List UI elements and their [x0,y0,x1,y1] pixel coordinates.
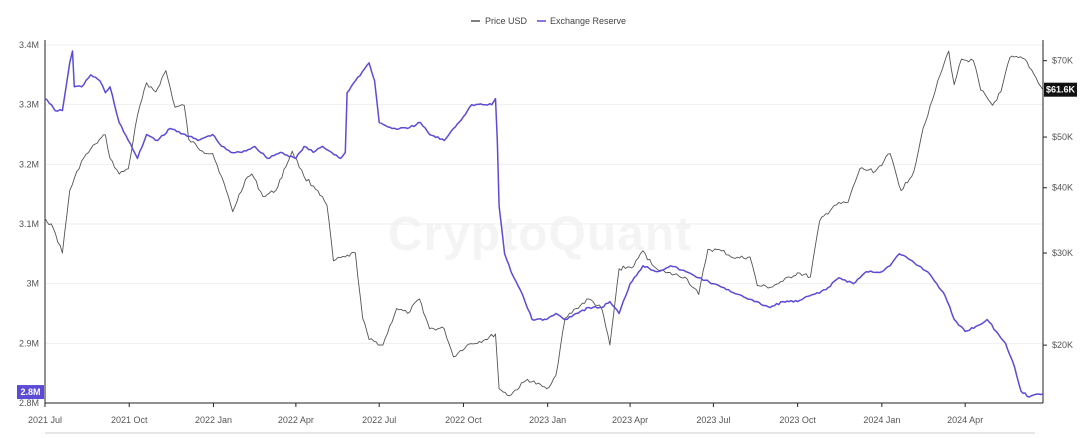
right-tick-label: $50K [1052,132,1073,142]
left-tick-label: 3.4M [19,40,39,50]
right-tick-label: $40K [1052,183,1073,193]
left-tick-label: 3.2M [19,159,39,169]
left-tick-label: 2.9M [19,338,39,348]
left-tick-label: 3M [26,279,39,289]
x-tick-label: 2022 Oct [445,415,482,425]
watermark: CryptoQuant [388,208,692,261]
right-current-badge [1044,82,1077,97]
legend-label-exchange-reserve: Exchange Reserve [550,16,626,26]
x-tick-label: 2021 Oct [111,415,148,425]
legend-item-exchange-reserve[interactable]: Exchange Reserve [537,16,626,26]
left-current-value: 2.8M [20,387,40,397]
left-tick-label: 3.3M [19,100,39,110]
x-tick-label: 2023 Oct [779,415,816,425]
series-line-exchange-reserve[interactable] [44,50,1044,398]
grid [45,44,1043,404]
right-tick-label: $70K [1052,56,1073,66]
x-tick-label: 2022 Jan [195,415,232,425]
legend-item-price[interactable]: Price USD [471,16,528,26]
x-tick-label: 2024 Apr [947,415,983,425]
x-tick-label: 2024 Jan [863,415,900,425]
right-axis: $70K $50K $40K $30K $20K [1042,40,1073,403]
left-current-badge [17,385,44,400]
series-layer [44,50,1044,398]
legend-label-price: Price USD [485,16,528,26]
x-tick-label: 2023 Jan [529,415,566,425]
x-tick-label: 2022 Jul [362,415,396,425]
value-badges: 2.8M $61.6K [17,82,1077,400]
left-axis: 3.4M 3.3M 3.2M 3.1M 3M 2.9M 2.8M [19,40,46,408]
legend: Price USD Exchange Reserve [471,16,626,26]
right-current-value: $61.6K [1046,85,1076,95]
series-line-price[interactable] [44,50,1044,397]
x-tick-label: 2022 Apr [278,415,314,425]
x-tick-label: 2023 Jul [696,415,730,425]
left-tick-label: 3.1M [19,219,39,229]
x-tick-label: 2021 Jul [28,415,62,425]
range-scrollbar[interactable] [45,432,1035,434]
x-tick-label: 2023 Apr [612,415,648,425]
left-tick-label: 2.8M [19,398,39,408]
right-tick-label: $20K [1052,340,1073,350]
x-axis: 2021 Jul 2021 Oct 2022 Jan 2022 Apr 2022 Jul… [28,402,1043,425]
right-tick-label: $30K [1052,248,1073,258]
